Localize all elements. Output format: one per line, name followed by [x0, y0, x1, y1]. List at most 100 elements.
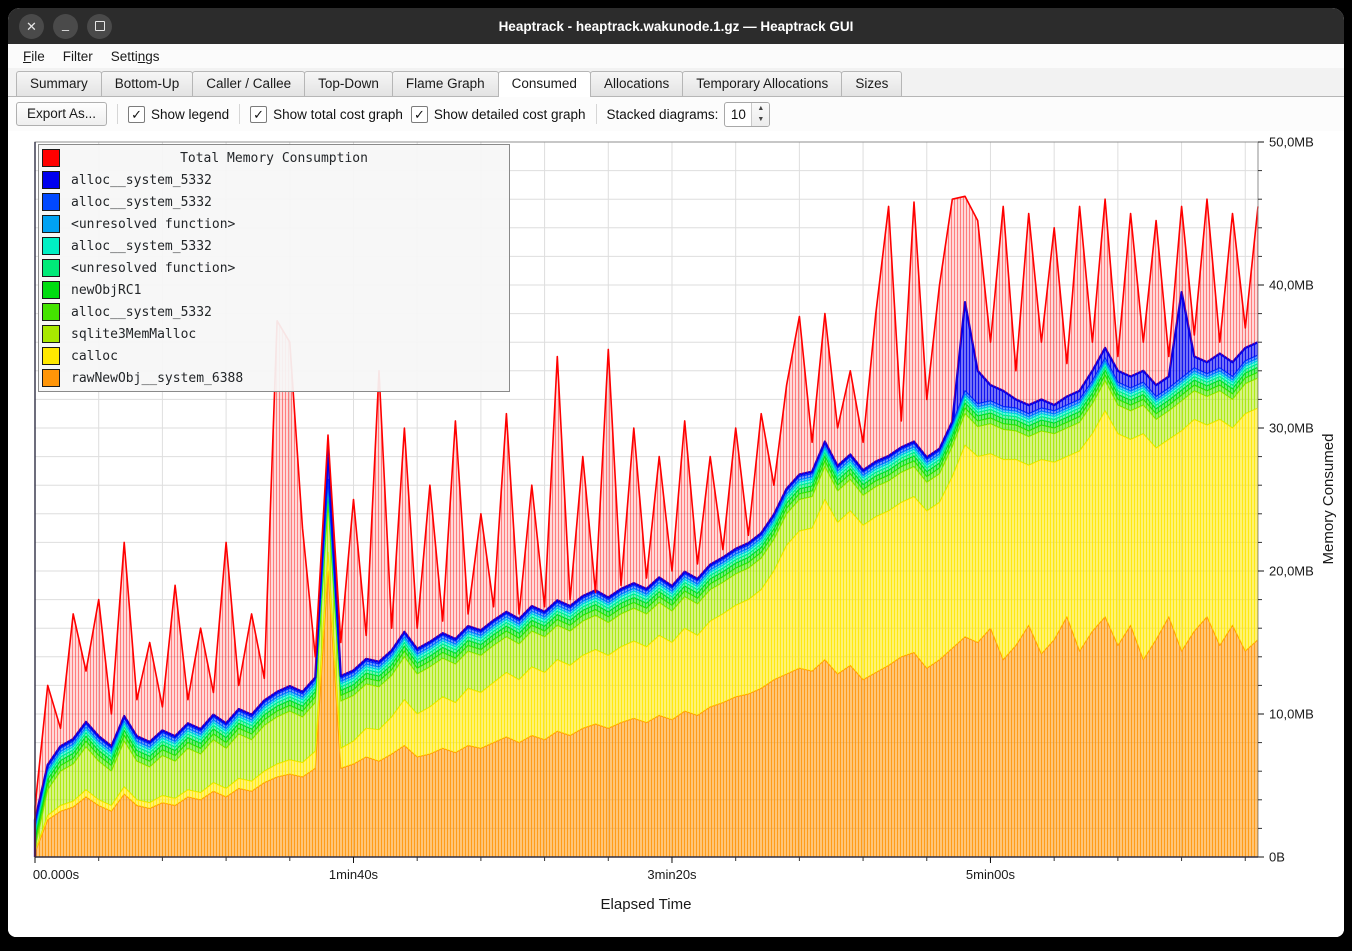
y-tick-label: 20,0MB [1269, 564, 1314, 579]
spin-down-button[interactable]: ▼ [752, 114, 769, 126]
legend-label: newObjRC1 [71, 282, 142, 298]
check-icon: ✓ [413, 106, 425, 122]
legend-swatch [42, 259, 60, 277]
total-area [35, 196, 1258, 820]
menu-item-filter[interactable]: Filter [62, 48, 93, 64]
stacked-diagrams-value: 10 [730, 106, 746, 122]
legend-item-1: alloc__system_5332 [39, 191, 509, 213]
menu-item-file[interactable]: File [23, 48, 45, 64]
legend-item-5: newObjRC1 [39, 279, 509, 301]
x-tick-label: 00.000s [33, 867, 80, 882]
total-line [34, 195, 1259, 857]
maximize-button[interactable] [87, 13, 112, 39]
legend-label: <unresolved function> [71, 260, 236, 276]
legend-item-0: alloc__system_5332 [39, 169, 509, 191]
checkbox-show-detailed-cost-graph[interactable]: ✓ Show detailed cost graph [410, 105, 586, 123]
tab-flame-graph[interactable]: Flame Graph [391, 71, 499, 96]
chart-area[interactable]: 00.000s 1min40s 3min20s 5min00s 0B 10,0MB 20,0… [8, 131, 1344, 937]
series-area-2 [35, 377, 1258, 852]
spin-up-button[interactable]: ▲ [752, 103, 769, 115]
minimize-button[interactable]: – [53, 13, 78, 39]
plot-series [33, 195, 1259, 857]
legend-swatch [42, 281, 60, 299]
legend-item-9: rawNewObj__system_6388 [39, 367, 509, 389]
consumption-chart-svg[interactable]: 00.000s 1min40s 3min20s 5min00s 0B 10,0MB 20,0… [8, 131, 1344, 937]
export-as-button[interactable]: Export As... [16, 102, 108, 126]
tab-top-down[interactable]: Top-Down [304, 71, 393, 96]
tab-consumed[interactable]: Consumed [497, 71, 591, 97]
checkbox-box[interactable]: ✓ [128, 105, 146, 123]
series-area-8 [35, 355, 1258, 829]
x-tick-label: 1min40s [329, 867, 379, 882]
legend-swatch-total [42, 149, 60, 167]
window-controls: ✕ – [19, 13, 112, 39]
menubar: File Filter Settings [8, 44, 1344, 68]
legend-swatch [42, 369, 60, 387]
x-tick-label: 3min20s [647, 867, 697, 882]
tab-summary[interactable]: Summary [16, 71, 102, 96]
legend-label: alloc__system_5332 [71, 304, 212, 320]
heaptrack-window: ✕ – Heaptrack - heaptrack.wakunode.1.gz … [8, 8, 1344, 937]
check-icon: ✓ [253, 106, 265, 122]
window-title: Heaptrack - heaptrack.wakunode.1.gz — He… [498, 18, 854, 34]
y-tick-label: 30,0MB [1269, 421, 1314, 436]
chevron-down-icon: ▼ [757, 116, 765, 124]
tab-caller-callee[interactable]: Caller / Callee [192, 71, 306, 96]
y-tick-label: 0B [1269, 850, 1285, 865]
chart-legend: Total Memory Consumption alloc__system_53… [38, 144, 510, 392]
checkbox-box[interactable]: ✓ [410, 105, 428, 123]
legend-swatch [42, 215, 60, 233]
tab-temporary-allocations[interactable]: Temporary Allocations [682, 71, 843, 96]
tabbar: Summary Bottom-Up Caller / Callee Top-Down F… [8, 68, 1344, 97]
series-area-3 [35, 372, 1258, 849]
maximize-icon [94, 21, 105, 31]
legend-swatch [42, 303, 60, 321]
close-button[interactable]: ✕ [19, 13, 44, 39]
legend-label: <unresolved function> [71, 216, 236, 232]
spinner-arrows: ▲ ▼ [751, 102, 770, 126]
minimize-icon: – [61, 21, 70, 37]
tab-sizes[interactable]: Sizes [841, 71, 903, 96]
stacked-diagrams-spinbox[interactable]: 10 ▲ ▼ [724, 101, 771, 127]
legend-item-3: alloc__system_5332 [39, 235, 509, 257]
series-area-6 [35, 360, 1258, 835]
stacked-diagrams-label: Stacked diagrams: [606, 106, 719, 122]
series-area-4 [35, 367, 1258, 843]
stacked-diagrams-control: Stacked diagrams: 10 ▲ ▼ [606, 101, 771, 127]
legend-title-row: Total Memory Consumption [39, 147, 509, 169]
chevron-up-icon: ▲ [757, 104, 765, 112]
checkbox-show-total-cost-graph[interactable]: ✓ Show total cost graph [250, 105, 403, 123]
legend-item-4: <unresolved function> [39, 257, 509, 279]
legend-swatch [42, 237, 60, 255]
titlebar: ✕ – Heaptrack - heaptrack.wakunode.1.gz … [8, 8, 1344, 44]
checkbox-box[interactable]: ✓ [250, 105, 268, 123]
y-axis-title: Memory Consumed [1320, 434, 1337, 565]
y-tick-label: 50,0MB [1269, 135, 1314, 150]
axis-ticks-labels: 00.000s 1min40s 3min20s 5min00s 0B 10,0MB 20,0… [33, 135, 1337, 914]
toolbar-separator [595, 104, 597, 124]
legend-label: alloc__system_5332 [71, 238, 212, 254]
checkbox-label: Show legend [151, 106, 230, 122]
menu-item-settings[interactable]: Settings [110, 48, 160, 64]
toolbar-separator [239, 104, 241, 124]
legend-label: rawNewObj__system_6388 [71, 370, 244, 386]
toolbar-separator [117, 104, 119, 124]
y-tick-label: 10,0MB [1269, 707, 1314, 722]
checkbox-label: Show total cost graph [273, 106, 403, 122]
tab-allocations[interactable]: Allocations [589, 71, 684, 96]
x-axis-title: Elapsed Time [601, 896, 692, 913]
legend-swatch [42, 171, 60, 189]
checkbox-show-legend[interactable]: ✓ Show legend [128, 105, 230, 123]
legend-item-8: calloc [39, 345, 509, 367]
legend-label: alloc__system_5332 [71, 172, 212, 188]
legend-swatch [42, 325, 60, 343]
legend-item-6: alloc__system_5332 [39, 301, 509, 323]
legend-item-7: sqlite3MemMalloc [39, 323, 509, 345]
series-area-1 [35, 408, 1258, 853]
tab-bottom-up[interactable]: Bottom-Up [100, 71, 194, 96]
legend-swatch [42, 193, 60, 211]
y-tick-label: 40,0MB [1269, 278, 1314, 293]
checkbox-label: Show detailed cost graph [433, 106, 586, 122]
legend-label: alloc__system_5332 [71, 194, 212, 210]
